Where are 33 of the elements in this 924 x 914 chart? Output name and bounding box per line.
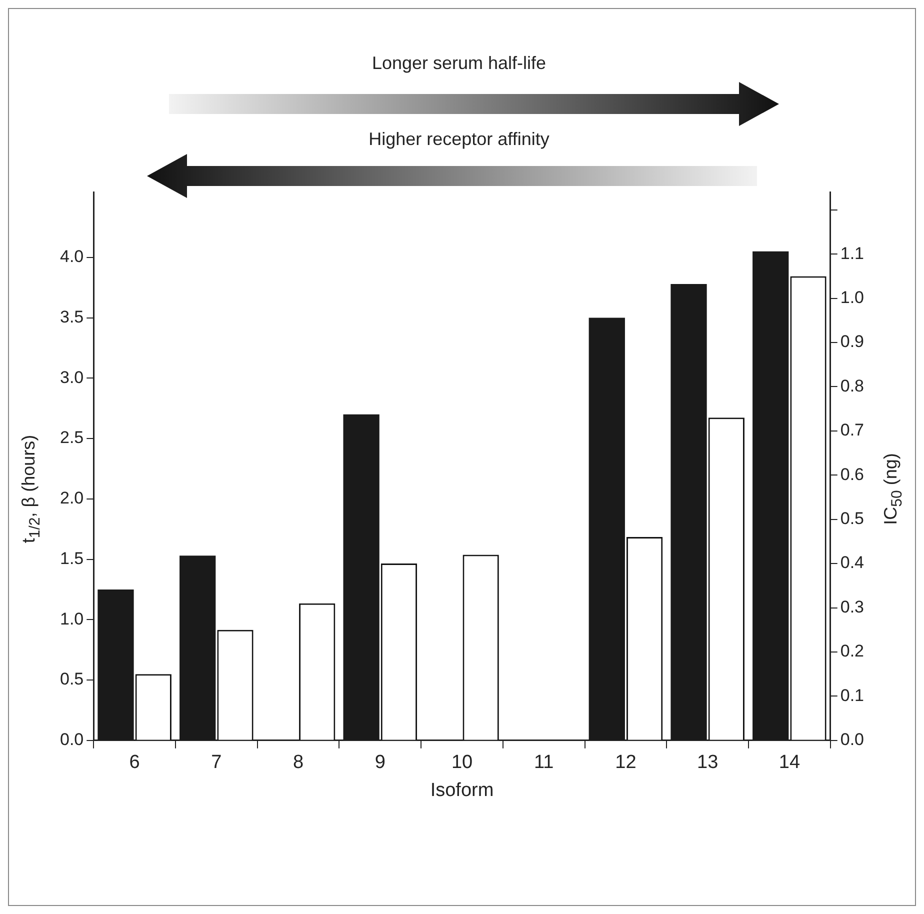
- x-tick-label: 7: [211, 752, 222, 774]
- x-tick-label: 8: [292, 752, 304, 774]
- x-axis-title: Isoform: [430, 780, 494, 801]
- y2-tick-label: 0.6: [840, 464, 864, 484]
- y-tick-label: 4.0: [60, 247, 84, 266]
- y-tick-label: 2.0: [60, 488, 84, 508]
- x-tick-label: 12: [615, 752, 636, 774]
- y2-tick-label: 0.7: [840, 420, 864, 440]
- x-tick-label: 11: [534, 752, 554, 774]
- y2-tick-label: 0.9: [840, 332, 864, 352]
- y2-tick-label: 0.5: [840, 509, 864, 528]
- y-tick-label: 3.5: [60, 307, 84, 326]
- y2-tick-label: 0.4: [840, 553, 864, 572]
- text: Higher receptor affinity: [368, 129, 550, 150]
- x-tick-label: 13: [697, 752, 718, 774]
- y-tick-label: 3.0: [60, 368, 84, 387]
- text: Longer serum half-life: [370, 53, 548, 74]
- y2-tick-label: 0.8: [840, 376, 864, 396]
- y-tick-label: 2.5: [60, 428, 84, 448]
- y-tick-label: 1.5: [60, 548, 84, 568]
- y2-tick-label: 0.1: [840, 686, 864, 705]
- y-tick-label: 0.5: [60, 670, 84, 689]
- y2-tick-label: 1.1: [840, 244, 864, 263]
- x-tick-label: 9: [374, 752, 386, 774]
- y-tick-label: 1.0: [60, 609, 84, 628]
- x-tick-label: 6: [129, 752, 140, 774]
- y2-tick-label: 0.2: [840, 642, 864, 661]
- y-tick-label: 0.0: [60, 730, 84, 750]
- x-tick-label: 10: [451, 752, 473, 774]
- y2-tick-label: 0.3: [840, 597, 864, 616]
- y2-tick-label: 1.0: [840, 288, 864, 307]
- y2-tick-label: 0.0: [840, 730, 864, 750]
- x-tick-label: 14: [778, 752, 800, 774]
